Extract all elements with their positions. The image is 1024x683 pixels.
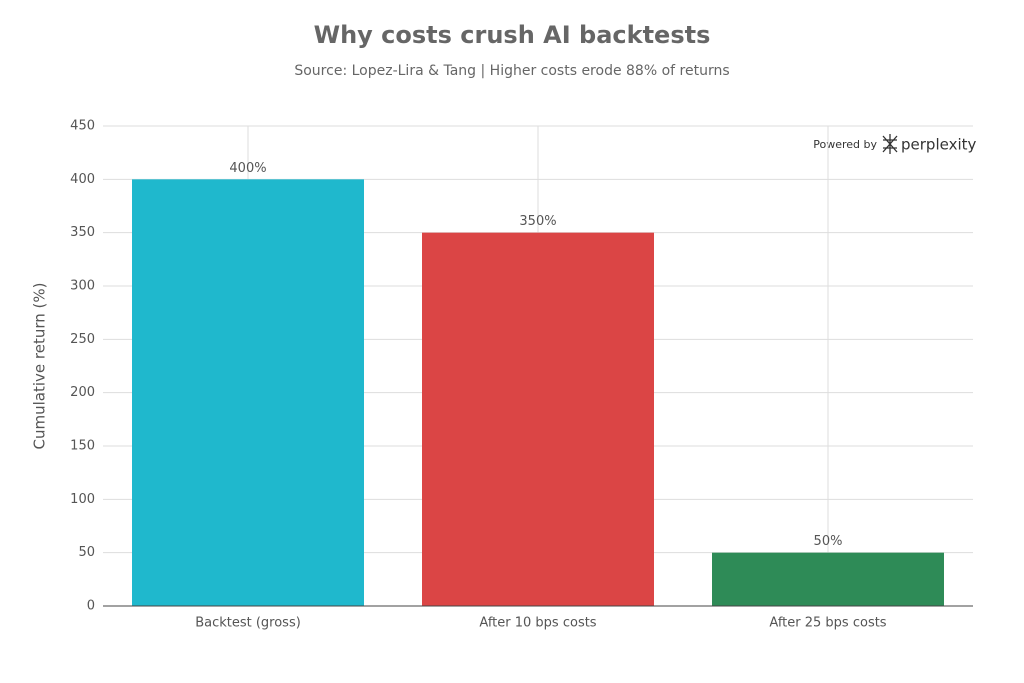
x-tick-label: After 25 bps costs — [769, 616, 886, 631]
y-tick-label: 450 — [70, 119, 95, 134]
bar — [132, 179, 364, 607]
y-tick-label: 400 — [70, 172, 95, 187]
y-tick-label: 200 — [70, 385, 95, 400]
value-label: 50% — [814, 534, 843, 549]
value-label: 400% — [229, 161, 266, 176]
watermark-prefix: Powered by — [813, 138, 877, 151]
value-label: 350% — [519, 214, 556, 229]
x-tick-label: After 10 bps costs — [479, 616, 596, 631]
y-axis-label: Cumulative return (%) — [31, 283, 49, 450]
y-tick-label: 100 — [70, 492, 95, 507]
y-tick-label: 350 — [70, 225, 95, 240]
y-tick-label: 0 — [87, 599, 95, 614]
chart-title: Why costs crush AI backtests — [314, 21, 711, 49]
x-tick-label: Backtest (gross) — [195, 616, 301, 631]
watermark-logo — [882, 134, 898, 154]
bar — [712, 552, 944, 606]
y-tick-label: 50 — [78, 545, 95, 560]
chart-subtitle: Source: Lopez-Lira & Tang | Higher costs… — [294, 63, 729, 79]
bar — [422, 232, 654, 606]
y-tick-label: 300 — [70, 279, 95, 294]
watermark-brand: perplexity — [901, 136, 976, 154]
y-tick-label: 250 — [70, 332, 95, 347]
y-tick-label: 150 — [70, 439, 95, 454]
